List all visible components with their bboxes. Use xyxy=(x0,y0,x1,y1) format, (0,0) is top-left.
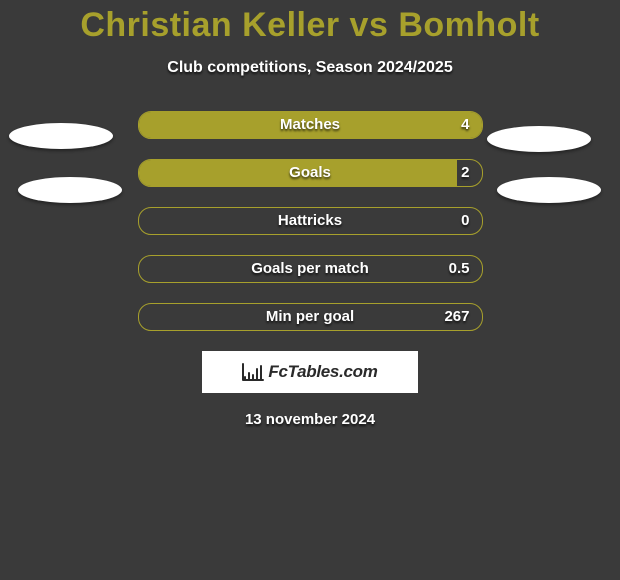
stat-value: 267 xyxy=(444,304,469,330)
bar-chart-icon xyxy=(242,363,264,381)
stat-row: Matches4 xyxy=(138,111,483,139)
stat-label: Min per goal xyxy=(139,304,482,330)
stat-row: Hattricks0 xyxy=(138,207,483,235)
site-logo: FcTables.com xyxy=(202,351,418,393)
stat-row: Goals2 xyxy=(138,159,483,187)
site-logo-text: FcTables.com xyxy=(268,362,377,382)
stat-label: Matches xyxy=(139,112,482,138)
player-ellipse xyxy=(487,126,591,152)
stat-value: 4 xyxy=(461,112,469,138)
player-ellipse xyxy=(9,123,113,149)
stat-rows: Matches4Goals2Hattricks0Goals per match0… xyxy=(138,111,483,331)
page-title: Christian Keller vs Bomholt xyxy=(0,0,620,45)
stat-value: 0 xyxy=(461,208,469,234)
date-text: 13 november 2024 xyxy=(0,411,620,428)
player-ellipse xyxy=(497,177,601,203)
player-ellipse xyxy=(18,177,122,203)
stat-value: 0.5 xyxy=(449,256,470,282)
subtitle: Club competitions, Season 2024/2025 xyxy=(0,59,620,77)
stat-row: Min per goal267 xyxy=(138,303,483,331)
stat-row: Goals per match0.5 xyxy=(138,255,483,283)
stat-label: Goals per match xyxy=(139,256,482,282)
stat-label: Goals xyxy=(139,160,482,186)
stat-value: 2 xyxy=(461,160,469,186)
stat-label: Hattricks xyxy=(139,208,482,234)
